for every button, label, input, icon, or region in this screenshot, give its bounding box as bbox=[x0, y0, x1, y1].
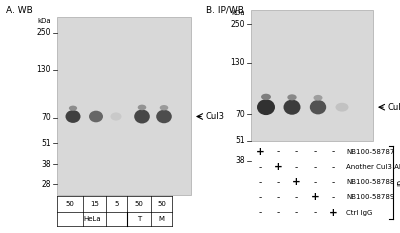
Text: 5: 5 bbox=[114, 201, 119, 207]
Ellipse shape bbox=[89, 111, 103, 122]
Text: NB100-58787: NB100-58787 bbox=[346, 149, 394, 155]
Text: +: + bbox=[292, 177, 301, 187]
Ellipse shape bbox=[134, 110, 150, 123]
Bar bbox=[251, 10, 373, 141]
Text: -: - bbox=[295, 208, 298, 217]
Text: A. WB: A. WB bbox=[6, 6, 33, 15]
Text: -: - bbox=[276, 193, 280, 202]
Ellipse shape bbox=[287, 94, 297, 100]
Text: NB100-58789: NB100-58789 bbox=[346, 195, 394, 200]
Ellipse shape bbox=[69, 106, 77, 111]
Ellipse shape bbox=[156, 110, 172, 123]
Text: -: - bbox=[331, 193, 335, 202]
Text: 50: 50 bbox=[157, 201, 166, 207]
Text: -: - bbox=[276, 147, 280, 157]
Ellipse shape bbox=[257, 99, 275, 115]
Text: 130: 130 bbox=[36, 65, 51, 74]
Ellipse shape bbox=[110, 113, 122, 121]
Text: 250: 250 bbox=[36, 28, 51, 37]
Text: -: - bbox=[313, 147, 317, 157]
Text: HeLa: HeLa bbox=[83, 216, 101, 222]
Ellipse shape bbox=[310, 100, 326, 114]
Text: 70: 70 bbox=[235, 110, 245, 119]
Text: 38: 38 bbox=[235, 156, 245, 165]
Text: -: - bbox=[295, 163, 298, 172]
Text: 28: 28 bbox=[42, 180, 51, 188]
Text: -: - bbox=[331, 163, 335, 172]
Text: 51: 51 bbox=[41, 139, 51, 148]
Text: T: T bbox=[137, 216, 141, 222]
Text: -: - bbox=[331, 147, 335, 157]
Text: 250: 250 bbox=[230, 20, 245, 29]
Text: IP: IP bbox=[397, 179, 400, 186]
Ellipse shape bbox=[160, 105, 168, 110]
Text: -: - bbox=[331, 178, 335, 187]
Text: 51: 51 bbox=[235, 137, 245, 145]
Ellipse shape bbox=[66, 110, 80, 123]
Text: -: - bbox=[258, 163, 262, 172]
Ellipse shape bbox=[261, 94, 271, 100]
Text: Another Cul3 Ab: Another Cul3 Ab bbox=[346, 164, 400, 170]
Ellipse shape bbox=[138, 105, 146, 110]
Text: -: - bbox=[295, 147, 298, 157]
Text: -: - bbox=[276, 178, 280, 187]
Text: Cul3: Cul3 bbox=[388, 103, 400, 112]
Text: -: - bbox=[276, 208, 280, 217]
Text: kDa: kDa bbox=[231, 10, 245, 16]
Text: Cul3: Cul3 bbox=[206, 112, 225, 121]
Text: 38: 38 bbox=[41, 160, 51, 169]
Text: -: - bbox=[313, 208, 317, 217]
Text: NB100-58788: NB100-58788 bbox=[346, 179, 394, 185]
Text: Ctrl IgG: Ctrl IgG bbox=[346, 210, 372, 216]
Text: +: + bbox=[311, 192, 319, 202]
Text: 130: 130 bbox=[230, 58, 245, 67]
Text: -: - bbox=[313, 163, 317, 172]
Text: -: - bbox=[258, 208, 262, 217]
Text: -: - bbox=[295, 193, 298, 202]
Text: -: - bbox=[258, 193, 262, 202]
Text: -: - bbox=[258, 178, 262, 187]
Text: -: - bbox=[313, 178, 317, 187]
Ellipse shape bbox=[314, 95, 322, 101]
Text: 15: 15 bbox=[90, 201, 99, 207]
Text: +: + bbox=[329, 208, 337, 218]
Ellipse shape bbox=[336, 103, 348, 112]
Text: B. IP/WB: B. IP/WB bbox=[206, 6, 244, 15]
Text: M: M bbox=[158, 216, 164, 222]
Text: kDa: kDa bbox=[37, 18, 51, 24]
Text: 50: 50 bbox=[134, 201, 144, 207]
Text: 50: 50 bbox=[66, 201, 74, 207]
Text: 70: 70 bbox=[41, 113, 51, 122]
Ellipse shape bbox=[284, 99, 300, 115]
Bar bbox=[57, 17, 191, 195]
Text: +: + bbox=[256, 147, 264, 157]
Text: +: + bbox=[274, 162, 282, 172]
